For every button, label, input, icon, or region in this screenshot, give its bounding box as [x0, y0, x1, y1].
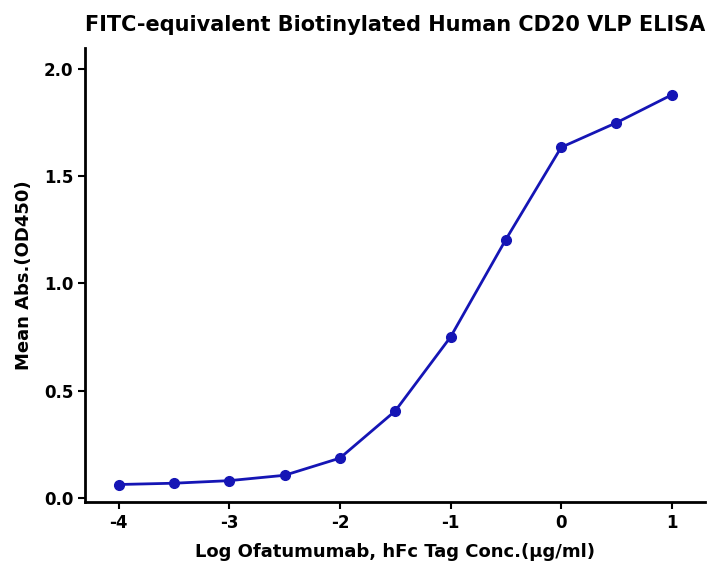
- Y-axis label: Mean Abs.(OD450): Mean Abs.(OD450): [15, 180, 33, 370]
- Title: FITC-equivalent Biotinylated Human CD20 VLP ELISA: FITC-equivalent Biotinylated Human CD20 …: [85, 15, 706, 35]
- X-axis label: Log Ofatumumab, hFc Tag Conc.(μg/ml): Log Ofatumumab, hFc Tag Conc.(μg/ml): [195, 543, 595, 561]
